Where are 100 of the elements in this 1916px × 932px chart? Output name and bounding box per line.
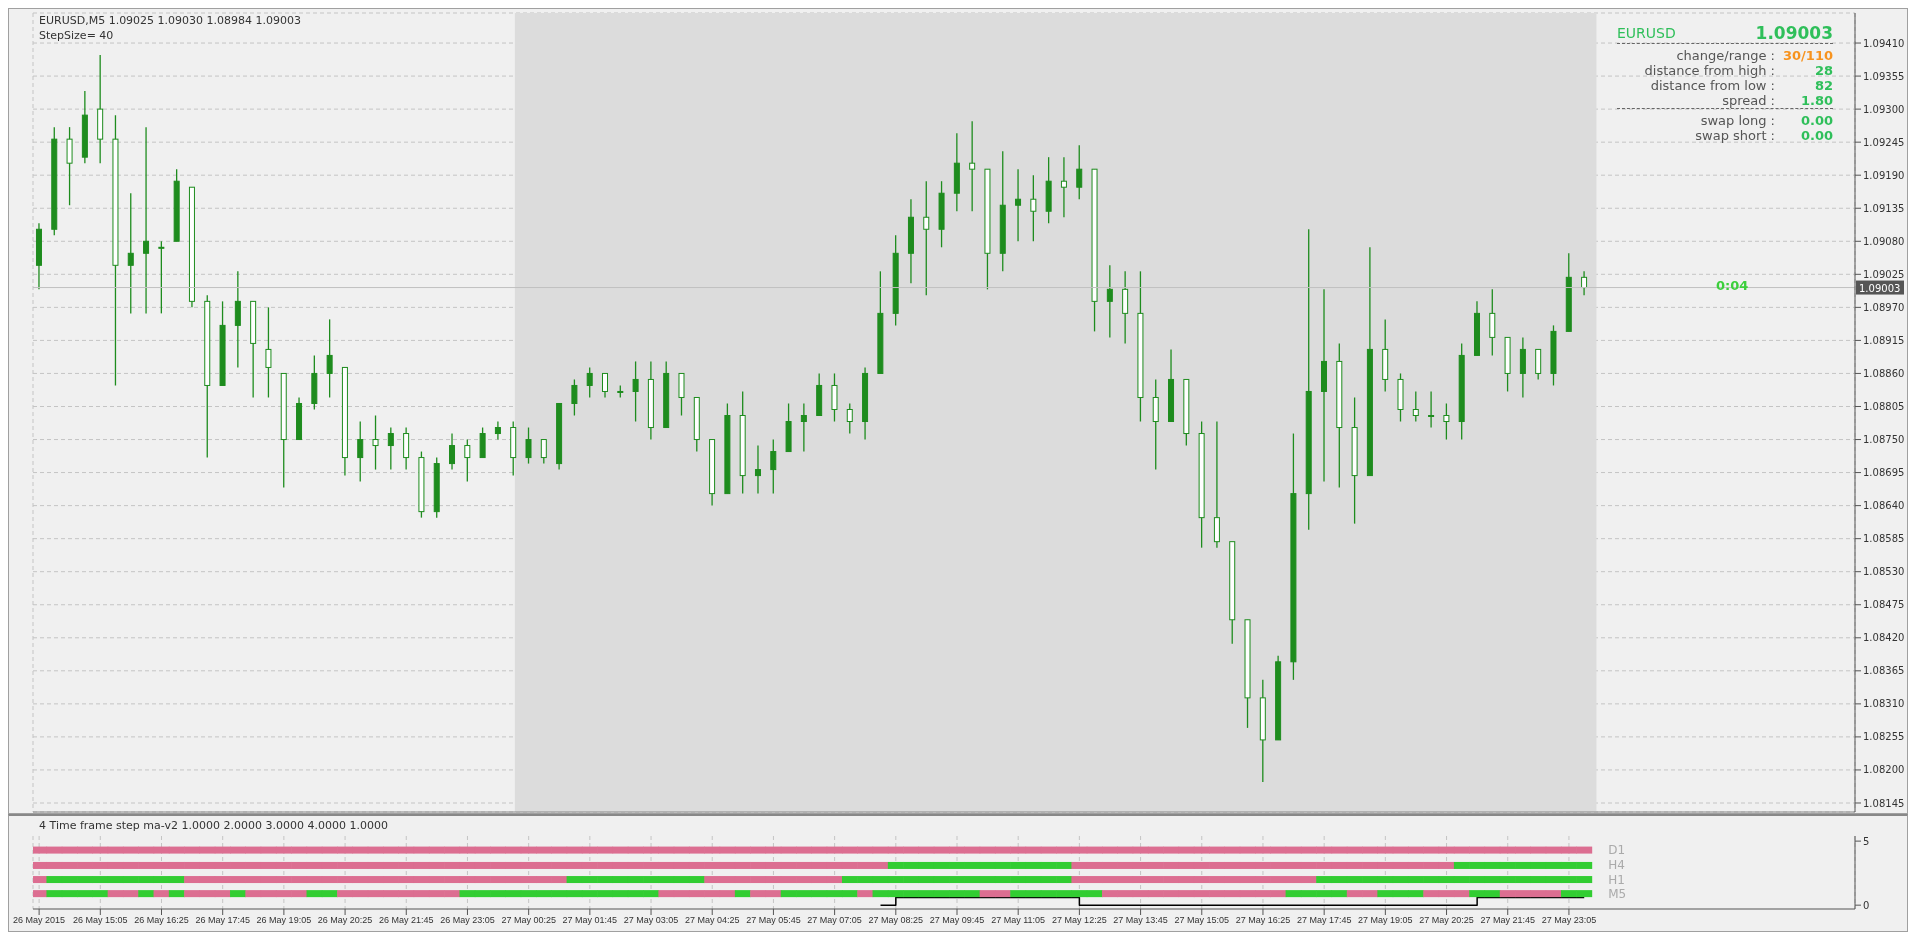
candlestick [127,192,134,315]
x-tick-label: 27 May 20:25 [1419,915,1474,926]
y-tick-label: 1.08145 [1863,797,1905,809]
candlestick [800,402,807,453]
candlestick [143,126,150,315]
series-label: D1 [1608,843,1626,858]
y-tick-label: 1.09355 [1863,70,1905,82]
x-tick-label: 27 May 17:45 [1296,915,1352,926]
y-tick-label: 1.08640 [1863,500,1905,512]
candlestick [602,372,608,399]
x-tick-label: 27 May 07:05 [807,915,862,926]
y-tick-label: 1.08200 [1863,764,1905,776]
candlestick [1106,264,1113,339]
y-tick-label: 1.09190 [1863,169,1905,181]
candlestick [540,438,547,465]
y-tick-label: 1.08365 [1863,665,1905,677]
candlestick [357,420,364,483]
candlestick [923,180,930,296]
x-tick-label: 27 May 01:45 [562,915,618,926]
annotation: distance from low : [1650,78,1775,93]
x-tick-label: 27 May 04:25 [684,915,740,926]
candlestick [1076,144,1083,200]
candlestick [1412,390,1419,423]
candlestick [387,426,394,471]
candlestick [464,438,471,483]
candlestick [1060,156,1067,218]
candlestick [1581,270,1588,296]
annotation: 28 [1813,63,1833,78]
x-tick-label: 26 May 19:05 [256,915,312,926]
annotation: swap short : [1695,128,1775,143]
candlestick [632,360,639,423]
annotation: 0.00 [1799,113,1833,128]
y-tick-label: 1.09135 [1863,202,1905,214]
y-tick-label: 5 [1863,835,1870,847]
ref-line-label: 1.09003 [1859,282,1901,294]
x-tick-label: 27 May 08:25 [868,915,924,926]
chart-title: EURUSD,M5 1.09025 1.09030 1.08984 1.09003 [39,13,302,28]
y-tick-label: 1.09025 [1863,268,1905,280]
x-tick-label: 27 May 11:05 [991,915,1046,926]
y-tick-label: 1.09080 [1863,235,1905,247]
y-tick-label: 0 [1863,899,1870,911]
y-tick-label: 1.08255 [1863,731,1905,743]
y-tick-label: 1.08860 [1863,368,1905,379]
candlestick [372,414,379,471]
y-tick-label: 1.08695 [1863,467,1905,479]
candlestick [754,444,761,495]
y-tick-label: 1.08585 [1863,533,1905,545]
x-tick-label: 27 May 15:05 [1174,915,1230,926]
candlestick [525,426,532,465]
x-tick-label: 26 May 23:05 [440,915,495,926]
series-label: H4 [1608,858,1625,873]
candlestick [449,432,456,471]
text: StepSize= 40 [39,28,115,43]
candlestick [586,366,593,399]
candlestick [158,240,165,315]
candlestick [770,438,777,495]
annotation: change/range : [1676,48,1775,63]
candlestick [1015,168,1022,242]
x-tick-label: 26 May 2015 [13,915,66,926]
x-tick-label: 27 May 00:25 [501,915,556,926]
x-tick-label: 27 May 03:05 [623,915,679,926]
x-tick-label: 26 May 15:05 [73,915,128,926]
annotation: distance from high : [1644,63,1775,78]
annotation: 1.80 [1799,93,1833,108]
annotation: swap long : [1700,113,1775,128]
x-tick-label: 27 May 13:45 [1113,915,1168,926]
x-tick-label: 27 May 16:25 [1235,915,1291,926]
annotation: 1.09003 [1755,23,1833,43]
y-tick-label: 1.08475 [1863,599,1905,611]
candlestick [1428,390,1435,429]
annotation: 0:04 [1715,278,1749,294]
annotation: spread : [1722,93,1775,108]
x-tick-label: 26 May 20:25 [317,915,373,926]
annotation: 30/110 [1783,48,1833,63]
x-tick-label: 27 May 23:05 [1541,915,1597,926]
candlestick [1030,174,1037,242]
y-tick-label: 1.08310 [1863,698,1905,710]
candlestick [494,420,501,441]
y-tick-label: 1.08970 [1863,301,1905,313]
x-tick-label: 27 May 12:25 [1052,915,1107,926]
x-tick-label: 27 May 09:45 [929,915,985,926]
y-tick-label: 1.08750 [1863,434,1905,446]
series-label: M5 [1608,886,1627,901]
x-tick-label: 27 May 21:45 [1480,915,1536,926]
y-tick-label: 1.09245 [1863,136,1905,148]
candlestick [326,318,333,399]
y-tick-label: 1.08805 [1863,401,1905,413]
candlestick [1443,402,1450,441]
chart-title: 4 Time frame step ma-v2 1.0000 2.0000 3.0000 4.0000 1.0000 [39,819,388,832]
series-label: H1 [1608,872,1625,887]
candlestick [571,378,578,417]
y-tick-label: 1.08530 [1863,566,1905,578]
y-tick-label: 1.09300 [1863,103,1905,115]
candlestick [265,306,272,399]
x-tick-label: 26 May 21:45 [379,915,434,926]
x-tick-label: 27 May 19:05 [1358,915,1413,926]
candlestick [846,402,853,435]
x-tick-label: 26 May 17:45 [195,915,250,926]
annotation: EURUSD [1617,24,1676,43]
annotation: 0.00 [1799,128,1833,143]
